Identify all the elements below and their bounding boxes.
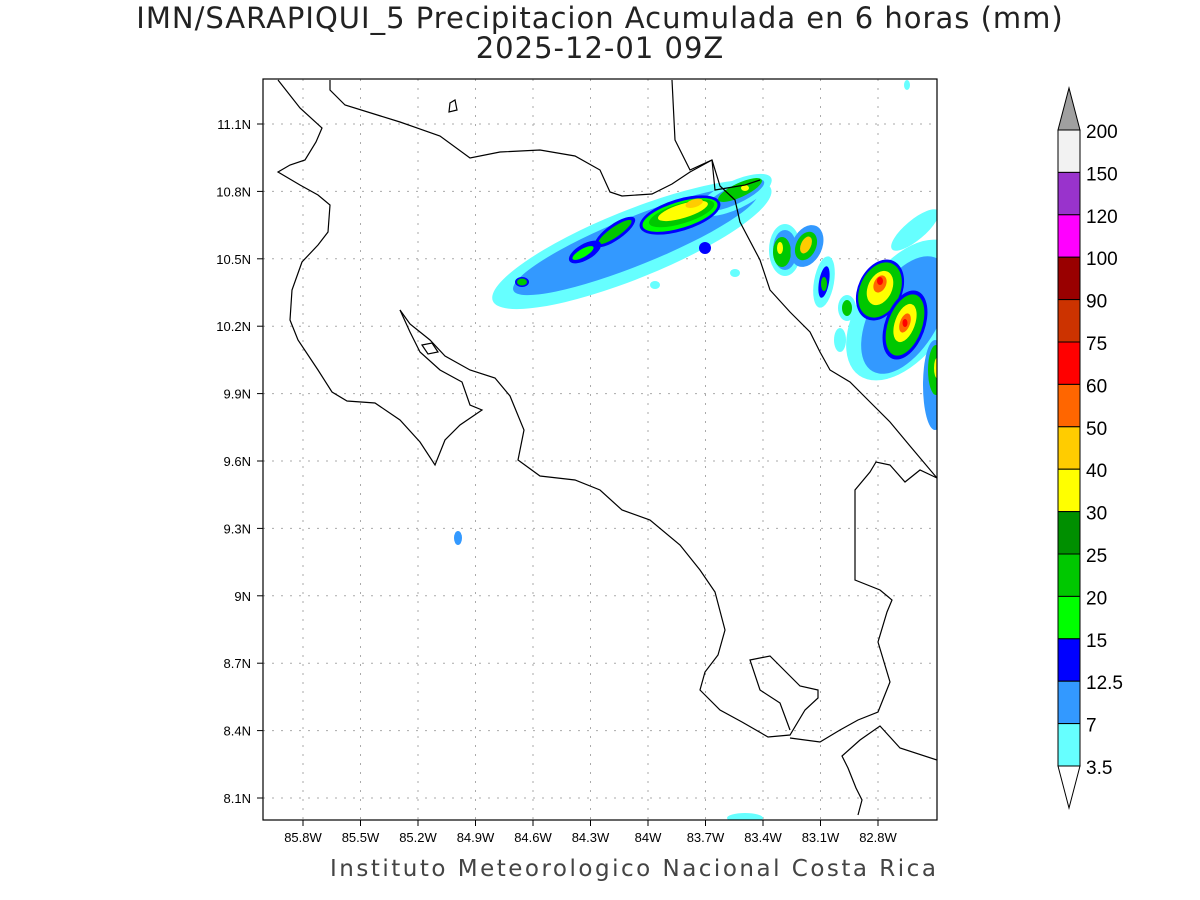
colorbar-label: 12.5 [1086,673,1123,694]
colorbar-label: 75 [1086,334,1107,355]
lat-tick-label: 8.1N [224,791,251,806]
colorbar-under-arrow [1057,765,1081,810]
colorbar-label: 7 [1086,716,1097,737]
colorbar-label: 200 [1086,122,1118,143]
colorbar-swatch [1057,383,1081,428]
colorbar-swatch [1057,426,1081,470]
colorbar-swatch [1057,341,1081,385]
axis-labels: 85.8W 85.5W 85.2W 84.9W 84.6W 84.3W 84W 83.7W 83… [216,117,897,845]
colorbar-swatch [1057,129,1081,173]
colorbar-label: 60 [1086,376,1107,397]
lon-tick-label: 84.9W [457,830,495,845]
colorbar-label: 20 [1086,588,1107,609]
lat-tick-label: 9.6N [224,454,251,469]
lon-tick-label: 82.8W [859,830,897,845]
lon-tick-label: 83.4W [744,830,782,845]
colorbar-over-arrow [1057,86,1081,131]
colorbar-label: 25 [1086,546,1107,567]
lat-tick-label: 9.3N [224,521,251,536]
colorbar-label: 3.5 [1086,758,1112,779]
lon-tick-label: 85.8W [284,830,322,845]
lat-tick-label: 9N [234,589,251,604]
lon-tick-label: 84W [635,830,662,845]
colorbar-label: 120 [1086,207,1118,228]
lat-tick-label: 10.8N [216,184,251,199]
lon-tick-label: 83.7W [687,830,725,845]
map-title: IMN/SARAPIQUI_5 Precipitacion Acumulada … [136,1,1064,35]
footer-credit: Instituto Meteorologico Nacional Costa R… [330,856,939,882]
lat-tick-label: 8.4N [224,724,251,739]
colorbar-swatch [1057,299,1081,343]
colorbar-label: 40 [1086,461,1107,482]
colorbar-label: 30 [1086,504,1107,525]
colorbar-swatch [1057,171,1081,216]
lon-tick-label: 84.6W [514,830,552,845]
colorbar-swatch [1057,511,1081,555]
map-subtitle: 2025-12-01 09Z [475,31,725,65]
map-frame [262,78,938,821]
graticule [263,79,937,820]
colorbar-legend: 200 150 120 100 90 75 60 50 40 30 25 20 15 12.5 7 3.5 [1057,86,1123,810]
colorbar-swatch [1057,256,1081,301]
colorbar-swatch [1057,638,1081,682]
coastlines [276,79,937,816]
lon-tick-label: 85.2W [399,830,437,845]
lat-tick-label: 9.9N [224,387,251,402]
lat-tick-label: 11.1N [217,117,251,132]
lon-tick-label: 84.3W [572,830,610,845]
colorbar-label: 150 [1086,164,1118,185]
colorbar-swatch [1057,214,1081,258]
lat-tick-label: 10.2N [216,319,251,334]
colorbar-label: 90 [1086,292,1107,313]
lon-tick-label: 83.1W [802,830,840,845]
colorbar-label: 100 [1086,249,1118,270]
lat-tick-label: 8.7N [224,656,251,671]
colorbar-swatch [1057,680,1081,725]
lat-tick-label: 10.5N [216,252,251,267]
colorbar-label: 50 [1086,419,1107,440]
colorbar-label: 15 [1086,631,1107,652]
precipitation-field [454,80,937,820]
colorbar-swatch [1057,553,1081,597]
colorbar-swatch [1057,723,1081,767]
colorbar-swatch [1057,595,1081,640]
colorbar-swatch [1057,468,1081,513]
lon-tick-label: 85.5W [342,830,380,845]
